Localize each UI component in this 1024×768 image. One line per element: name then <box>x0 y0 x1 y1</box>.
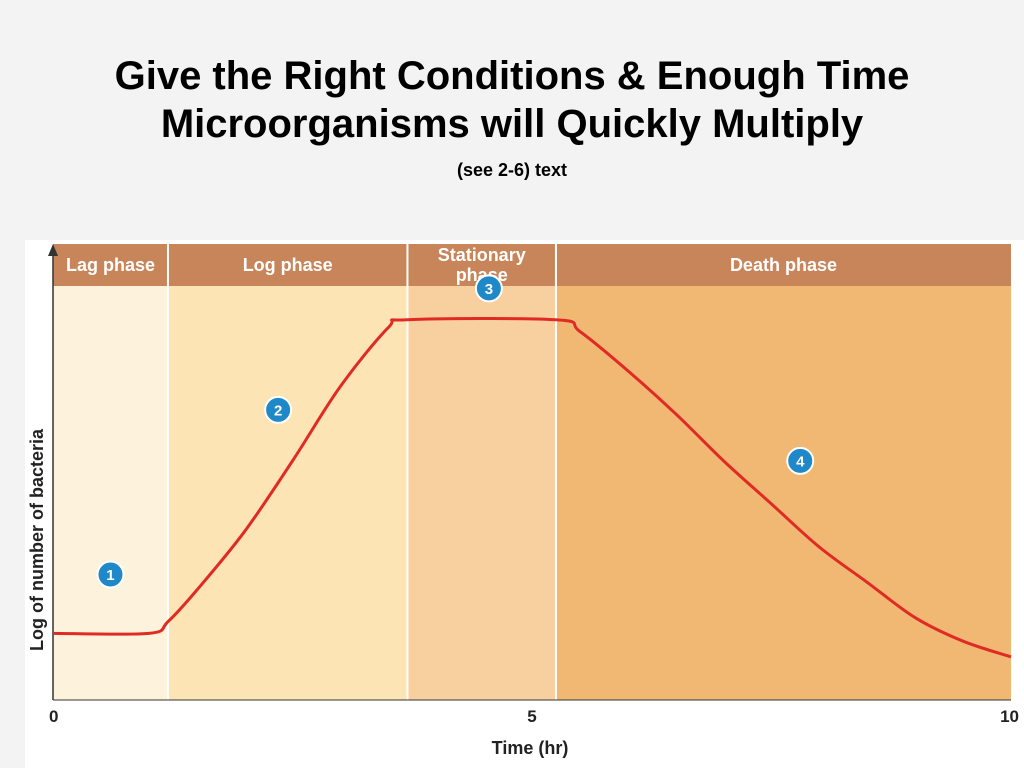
phase-label-2: Log phase <box>243 255 333 275</box>
phase-label-1: Lag phase <box>66 255 155 275</box>
marker-circle-2 <box>264 395 293 424</box>
phase-markers: 1 2 3 4 <box>96 274 815 589</box>
x-tick-label-5: 5 <box>527 707 536 726</box>
x-axis-title: Time (hr) <box>492 738 569 758</box>
phase-header-1 <box>53 244 168 286</box>
marker-number-1: 1 <box>106 567 114 584</box>
phase-label-4: Death phase <box>730 255 837 275</box>
marker-circle-1 <box>96 560 125 589</box>
phase-header-2 <box>167 244 408 286</box>
slide-subtitle: (see 2-6) text <box>456 160 568 180</box>
chart-panel: Lag phase Log phase Stationary phase Death p… <box>25 240 1024 768</box>
marker-number-2: 2 <box>274 402 282 419</box>
x-tick-label-0: 0 <box>49 707 58 726</box>
phase-marker-1: 1 <box>96 560 125 589</box>
phase-marker-2: 2 <box>264 395 293 424</box>
x-tick-label-10: 10 <box>1000 707 1019 726</box>
y-axis-arrow <box>48 244 58 256</box>
title-line-2: Microorganisms will Quickly Multiply <box>160 102 864 146</box>
axes: Log of number of bacteria Time (hr) <box>27 244 1011 758</box>
phase-marker-4: 4 <box>786 446 815 475</box>
phase-header-4 <box>555 244 1011 286</box>
phase-band-2 <box>167 286 408 700</box>
marker-number-3: 3 <box>485 281 493 298</box>
phase-label-3-line-1: Stationary <box>438 245 526 265</box>
growth-curve-line <box>52 317 1012 659</box>
phase-bands <box>53 286 1011 700</box>
marker-circle-4 <box>786 446 815 475</box>
marker-circle-3 <box>474 274 503 303</box>
x-tick-labels: 0 5 10 <box>49 707 1019 726</box>
y-axis-title: Log of number of bacteria <box>27 428 47 651</box>
marker-number-4: 4 <box>796 453 805 470</box>
phase-band-3 <box>407 286 556 700</box>
phase-band-4 <box>555 286 1011 700</box>
slide-title: Give the Right Conditions & Enough Time … <box>0 52 1024 148</box>
title-line-1: Give the Right Conditions & Enough Time <box>114 54 910 98</box>
phase-marker-3: 3 <box>474 274 503 303</box>
phase-band-1 <box>53 286 168 700</box>
